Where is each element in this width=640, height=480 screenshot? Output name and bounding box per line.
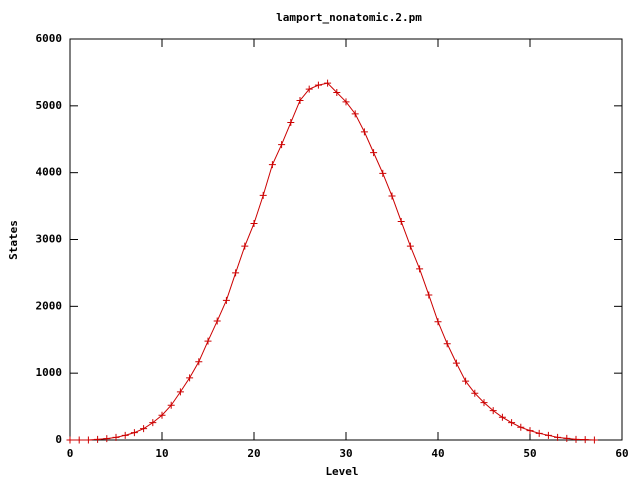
data-point [259,191,267,199]
data-line [70,82,595,441]
data-point [434,318,442,326]
data-point [554,433,562,441]
data-point [222,296,230,304]
data-point [149,419,157,427]
y-tick-label: 1000 [36,366,63,379]
data-point [94,435,102,443]
data-point [397,217,405,225]
x-tick-label: 20 [247,447,260,460]
data-point [268,161,276,169]
x-tick-label: 60 [615,447,628,460]
data-point [590,436,598,444]
data-point [232,269,240,277]
data-point [333,88,341,96]
data-point [250,219,258,227]
data-point [480,399,488,407]
data-point [195,358,203,366]
y-axis-label: States [7,220,20,260]
data-point [471,389,479,397]
data-point [535,429,543,437]
data-point [305,85,313,93]
data-point [241,242,249,250]
data-point [324,79,332,87]
y-tick-label: 4000 [36,166,63,179]
data-point [388,192,396,200]
data-point [563,434,571,442]
data-point [526,427,534,435]
data-point [517,423,525,431]
x-tick-label: 50 [523,447,536,460]
data-point [443,340,451,348]
x-tick-label: 10 [155,447,168,460]
data-point [416,265,424,273]
data-point [121,431,129,439]
y-tick-label: 3000 [36,233,63,246]
data-point [66,436,74,444]
data-point [581,436,589,444]
data-point [213,317,221,325]
y-tick-label: 6000 [36,32,63,45]
y-tick-label: 2000 [36,299,63,312]
data-point [314,81,322,89]
data-point [406,242,414,250]
x-tick-label: 0 [67,447,74,460]
data-point [167,401,175,409]
x-tick-label: 30 [339,447,352,460]
data-point [425,291,433,299]
data-point [360,128,368,136]
data-point [112,433,120,441]
data-point [498,413,506,421]
data-point [572,435,580,443]
data-point [489,407,497,415]
data-point [204,337,212,345]
data-point [508,419,516,427]
data-point [462,377,470,385]
data-point [176,388,184,396]
x-tick-label: 40 [431,447,444,460]
data-point [452,359,460,367]
data-point [103,435,111,443]
y-tick-label: 5000 [36,99,63,112]
data-point [342,98,350,106]
x-axis-label: Level [325,465,358,478]
y-tick-label: 0 [55,433,62,446]
data-point [75,436,83,444]
data-point [186,374,194,382]
data-point [158,411,166,419]
data-point [370,149,378,157]
data-point [84,436,92,444]
data-point [130,429,138,437]
data-point [544,431,552,439]
data-point [296,96,304,104]
chart-title: lamport_nonatomic.2.pm [276,11,422,24]
data-point [278,141,286,149]
data-point [287,119,295,127]
data-point [379,169,387,177]
data-point [140,425,148,433]
data-point [351,110,359,118]
